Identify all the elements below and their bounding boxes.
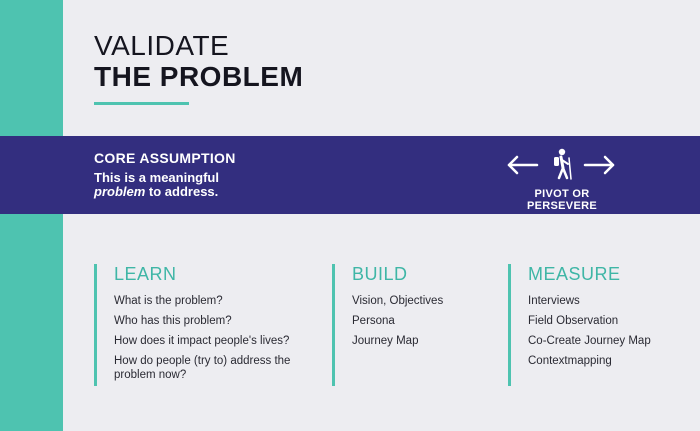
arrow-right-icon xyxy=(583,155,615,175)
band-statement: This is a meaningful problem to address. xyxy=(94,171,294,199)
list-item: Who has this problem? xyxy=(114,315,232,327)
title-underline xyxy=(94,102,189,105)
page-title: VALIDATE THE PROBLEM xyxy=(94,30,303,92)
pivot-group: PIVOT OR PERSEVERE xyxy=(507,146,617,212)
pivot-icons xyxy=(507,148,615,180)
learn-heading: LEARN xyxy=(114,264,177,284)
list-item: Journey Map xyxy=(352,335,419,347)
band-title: CORE ASSUMPTION xyxy=(94,150,236,166)
arrow-left-icon xyxy=(507,155,539,175)
title-line-1: VALIDATE xyxy=(94,30,230,61)
list-item: Co-Create Journey Map xyxy=(528,335,651,347)
measure-divider xyxy=(508,264,511,386)
learn-divider xyxy=(94,264,97,386)
list-item: Field Observation xyxy=(528,315,619,327)
left-accent-bar xyxy=(0,0,63,431)
list-item: What is the problem? xyxy=(114,295,223,307)
build-list: Vision, Objectives Persona Journey Map xyxy=(352,294,443,354)
build-heading: BUILD xyxy=(352,264,408,284)
learn-list: What is the problem? Who has this proble… xyxy=(114,294,304,388)
list-item: Contextmapping xyxy=(528,355,612,367)
statement-part-3: to address. xyxy=(148,184,219,199)
statement-emphasis: problem xyxy=(94,184,146,199)
list-item: Vision, Objectives xyxy=(352,295,444,307)
core-assumption-band: CORE ASSUMPTION This is a meaningful pro… xyxy=(0,136,700,214)
list-item: Interviews xyxy=(528,295,580,307)
list-item: How does it impact people's lives? xyxy=(114,335,290,347)
pivot-label: PIVOT OR PERSEVERE xyxy=(527,188,597,212)
hiker-icon xyxy=(554,148,572,180)
build-divider xyxy=(332,264,335,386)
list-item: Persona xyxy=(352,315,395,327)
measure-list: Interviews Field Observation Co-Create J… xyxy=(528,294,651,374)
list-item: How do people (try to) address the probl… xyxy=(114,355,291,381)
measure-heading: MEASURE xyxy=(528,264,621,284)
title-line-2: THE PROBLEM xyxy=(94,61,304,92)
statement-part-1: This is a meaningful xyxy=(94,170,219,185)
